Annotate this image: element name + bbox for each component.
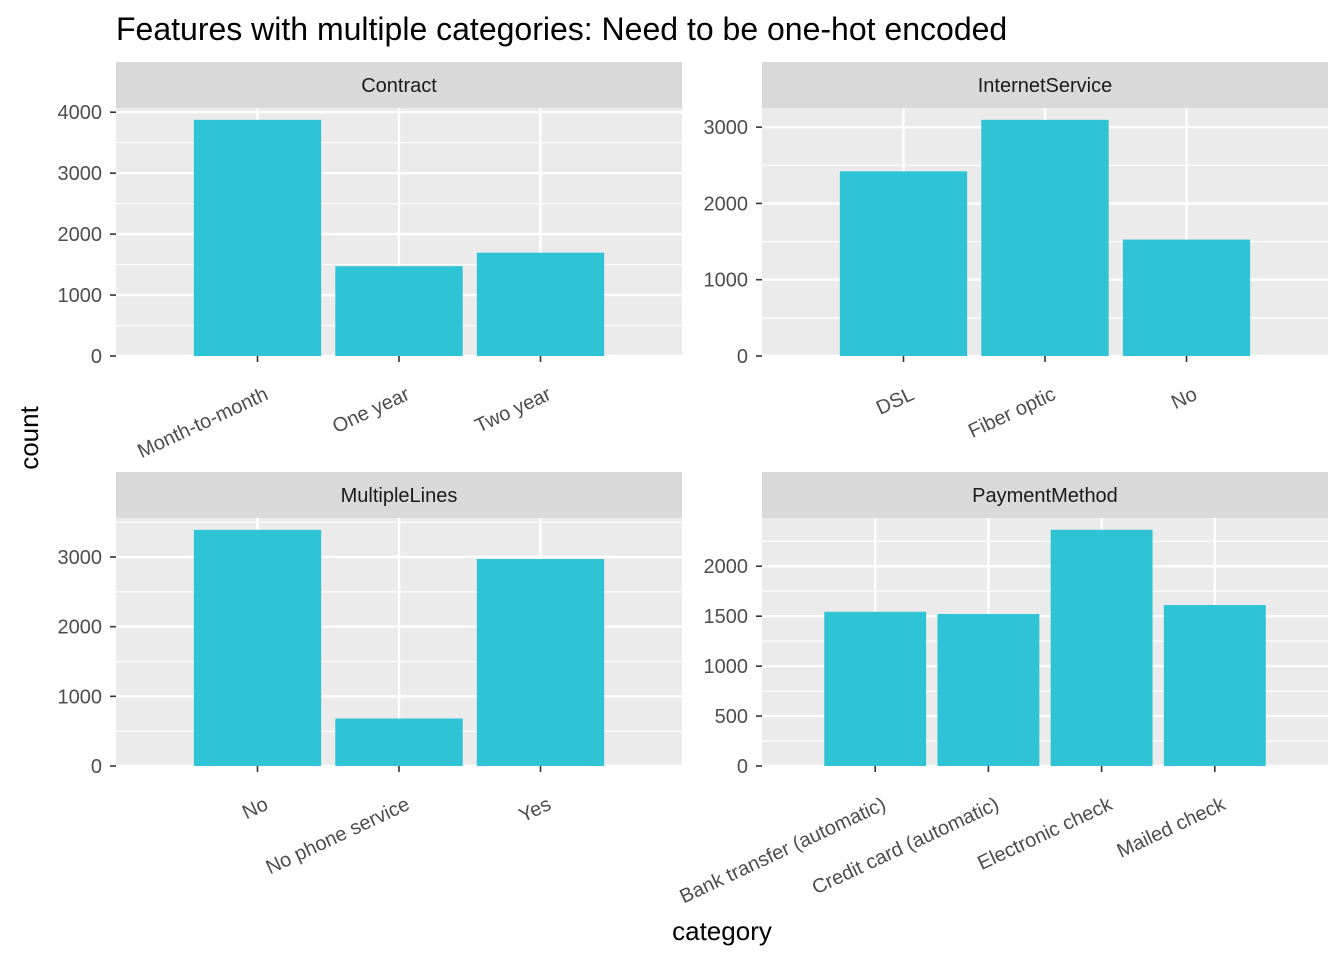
bar-multiplelines-2	[476, 559, 605, 766]
facet-strip	[762, 62, 1328, 108]
facet-strip-label: InternetService	[978, 75, 1113, 97]
y-tick-label: 1000	[704, 656, 749, 678]
facet-strip-label: PaymentMethod	[972, 485, 1118, 507]
y-tick-label: 2000	[58, 617, 103, 639]
y-tick-label: 1000	[58, 285, 103, 307]
facet-strip	[116, 472, 682, 518]
x-tick-label: One year	[329, 383, 413, 438]
x-tick-label: Two year	[472, 383, 555, 437]
x-tick-label: Credit card (automatic)	[809, 793, 1003, 899]
y-tick-label: 500	[715, 706, 748, 728]
bar-contract-2	[476, 252, 605, 356]
y-tick-label: 0	[91, 756, 102, 778]
facet-strip	[762, 472, 1328, 518]
y-tick-label: 1500	[704, 606, 749, 628]
facet-internetservice: InternetService 0 1000 2000 3000 DSL Fiber opt…	[704, 62, 1328, 443]
x-axis-title: category	[672, 916, 772, 946]
y-tick-label: 0	[737, 346, 748, 368]
x-tick-label: Month-to-month	[134, 383, 271, 463]
y-tick-label: 2000	[704, 556, 749, 578]
bar-paymentmethod-2	[1050, 529, 1153, 766]
facet-panels: Contract 0 1000 2000 3000 4000 Month-to-month O…	[58, 62, 1328, 908]
y-tick-label: 1000	[58, 686, 103, 708]
chart-title: Features with multiple categories: Need …	[116, 11, 1007, 47]
x-tick-label: DSL	[873, 383, 918, 419]
x-tick-label: Fiber optic	[965, 383, 1059, 442]
x-tick-label: Mailed check	[1114, 793, 1230, 863]
facet-contract: Contract 0 1000 2000 3000 4000 Month-to-month O…	[58, 62, 682, 463]
bar-internetservice-1	[981, 119, 1109, 356]
x-tick-label: No	[1168, 383, 1200, 414]
y-tick-label: 1000	[704, 270, 749, 292]
y-tick-label: 3000	[58, 547, 103, 569]
bar-paymentmethod-3	[1163, 604, 1266, 766]
y-tick-label: 2000	[704, 193, 749, 215]
y-axis-title: count	[14, 405, 44, 469]
facet-paymentmethod: PaymentMethod 0 500 1000 1500 2000 Bank transf…	[676, 472, 1328, 908]
y-tick-label: 0	[737, 756, 748, 778]
x-tick-label: No phone service	[263, 793, 413, 879]
bar-multiplelines-0	[193, 529, 322, 766]
x-tick-label: No	[239, 793, 271, 824]
y-tick-label: 4000	[58, 102, 103, 124]
y-tick-label: 3000	[58, 163, 103, 185]
facet-strip-label: MultipleLines	[341, 485, 458, 507]
x-tick-label: Yes	[516, 793, 555, 827]
bar-internetservice-2	[1122, 239, 1251, 356]
y-tick-label: 3000	[704, 117, 749, 139]
facet-strip	[116, 62, 682, 108]
bar-internetservice-0	[839, 171, 968, 356]
x-tick-label: Bank transfer (automatic)	[676, 793, 889, 908]
bar-paymentmethod-0	[824, 611, 927, 766]
y-tick-label: 0	[91, 346, 102, 368]
bar-paymentmethod-1	[937, 613, 1040, 766]
y-tick-label: 2000	[58, 224, 103, 246]
facet-strip-label: Contract	[361, 75, 437, 97]
bar-contract-0	[193, 119, 322, 356]
bar-contract-1	[335, 266, 463, 356]
bar-multiplelines-1	[335, 718, 463, 766]
